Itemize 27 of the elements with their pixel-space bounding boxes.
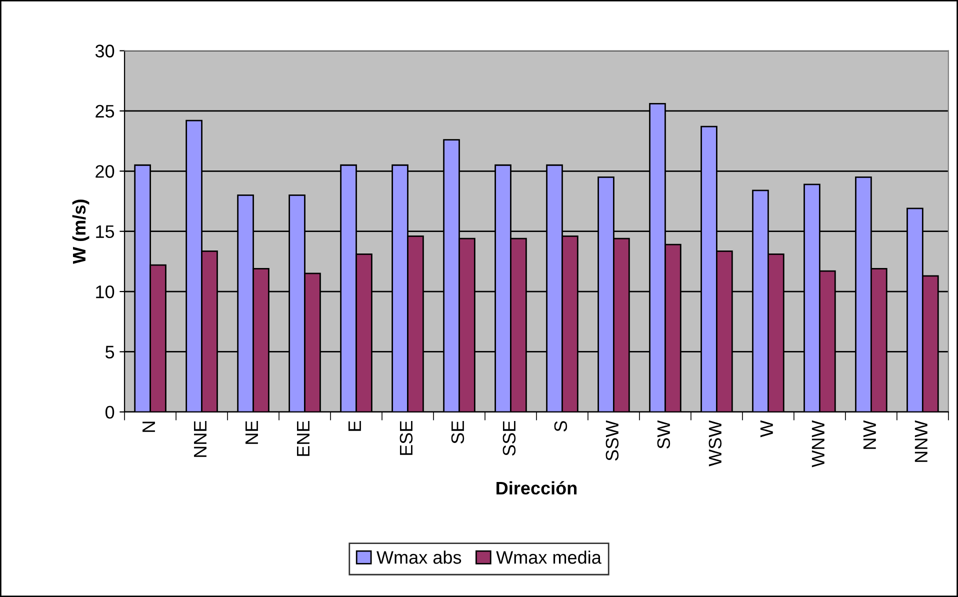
x-tick-label: ENE xyxy=(297,421,310,456)
y-axis-title: W (m/s) xyxy=(72,200,90,264)
x-tick-label: SE xyxy=(451,421,464,444)
x-axis-title: Dirección xyxy=(496,481,577,495)
x-tick-label: NW xyxy=(863,420,876,449)
x-tick-label: ESE xyxy=(400,421,413,455)
y-tick-label: 5 xyxy=(106,346,114,358)
x-tick-label: SW xyxy=(657,420,670,449)
x-tick-label: NE xyxy=(246,421,258,444)
y-tick-label: 30 xyxy=(95,44,114,58)
y-tick-label: 0 xyxy=(105,406,114,419)
x-tick-label: WSW xyxy=(708,420,722,466)
x-tick-label: E xyxy=(348,421,361,431)
y-tick-label: 25 xyxy=(96,104,114,118)
legend-label: Wmax abs xyxy=(376,550,462,564)
x-tick-label: NNW xyxy=(914,420,928,462)
y-tick-label: 15 xyxy=(96,225,114,238)
x-tick-label: SSE xyxy=(502,421,516,456)
x-tick-label: W xyxy=(760,420,773,438)
legend-label: Wmax media xyxy=(496,550,602,564)
x-tick-label: WNW xyxy=(812,420,824,468)
y-tick-label: 20 xyxy=(96,165,114,178)
x-tick-label: NNE xyxy=(194,421,206,457)
x-tick-label: S xyxy=(554,421,568,432)
x-tick-label: SSW xyxy=(606,420,619,461)
x-tick-label: N xyxy=(142,422,155,432)
y-tick-label: 10 xyxy=(96,285,114,298)
